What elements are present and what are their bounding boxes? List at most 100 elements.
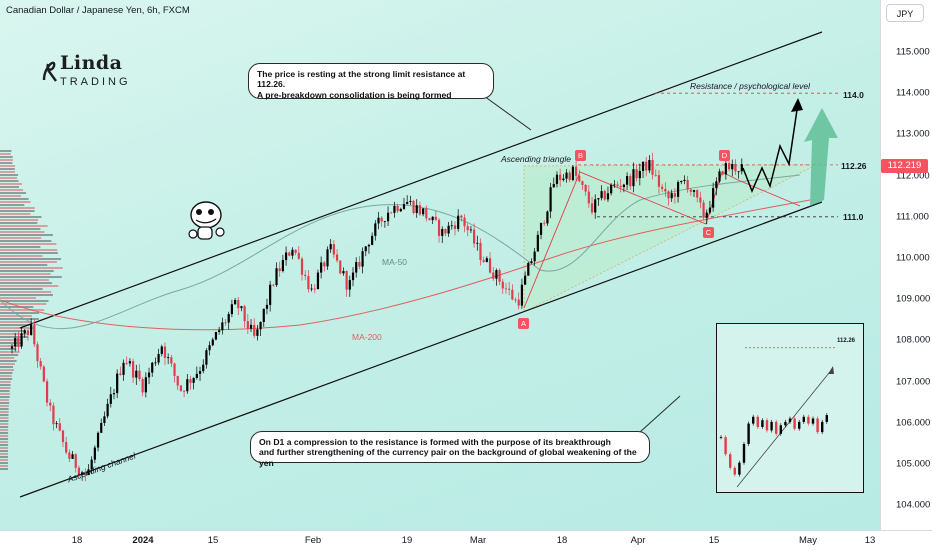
candle-body — [699, 197, 702, 203]
candle-body — [179, 385, 183, 391]
volume-bar — [0, 438, 9, 440]
candle-body — [10, 346, 14, 349]
candle-body — [246, 321, 249, 329]
candle-body — [619, 185, 622, 188]
candle-body — [479, 242, 482, 261]
candle-body — [265, 304, 269, 309]
volume-bar — [0, 153, 11, 155]
candle-body — [151, 362, 154, 373]
level-114-label: 114.0 — [843, 90, 864, 100]
candle-body — [278, 268, 281, 272]
candle-body — [163, 346, 167, 358]
point-d: D — [719, 150, 730, 161]
candle-body — [562, 178, 565, 181]
candle-body — [476, 242, 479, 244]
candle-body — [504, 288, 508, 290]
candle-body — [182, 390, 186, 392]
candle-body — [323, 262, 326, 267]
triangle-label: Ascending triangle — [501, 154, 571, 164]
candle-body — [119, 373, 122, 375]
projection-arrowhead — [791, 98, 803, 112]
volume-bar — [0, 444, 9, 446]
callout-tail-bottom — [639, 395, 681, 433]
candle-body — [214, 331, 218, 340]
volume-bar — [0, 387, 11, 389]
candle-body — [603, 190, 606, 200]
candle-body — [103, 416, 106, 424]
volume-bar — [0, 279, 49, 281]
volume-bar — [0, 231, 45, 233]
candle-body — [374, 223, 377, 236]
candle-body — [482, 260, 485, 262]
volume-bar — [0, 219, 39, 221]
chart-title: Canadian Dollar / Japanese Yen, 6h, FXCM — [6, 5, 190, 16]
time-axis[interactable] — [0, 530, 932, 551]
volume-bar — [0, 168, 15, 170]
candle-body — [460, 215, 463, 218]
candle-body — [135, 370, 138, 378]
candle-body — [230, 304, 233, 315]
candle-body — [275, 268, 278, 286]
x-tick-label: Mar — [469, 535, 487, 546]
candle-body — [661, 186, 664, 189]
candle-body — [431, 216, 434, 221]
candle-body — [718, 171, 721, 182]
candle-body — [218, 330, 221, 332]
chart-plot-area[interactable]: Canadian Dollar / Japanese Yen, 6h, FXCM… — [0, 0, 880, 530]
inset-d1-chart: 112.26 — [716, 323, 864, 493]
volume-bar — [0, 306, 34, 308]
volume-bar — [0, 285, 59, 287]
x-tick-label: 18 — [71, 535, 83, 546]
candle-body — [176, 375, 179, 386]
candle-body — [692, 190, 696, 192]
candle-body — [42, 366, 45, 382]
candle-body — [288, 252, 291, 256]
candle-body — [590, 203, 594, 213]
inset-candle-body — [811, 418, 815, 424]
price-axis[interactable] — [880, 0, 932, 530]
currency-button[interactable]: JPY — [886, 4, 924, 22]
candle-body — [434, 216, 437, 220]
volume-bar — [0, 189, 24, 191]
candle-body — [147, 372, 151, 378]
candle-body — [447, 225, 450, 234]
volume-bar — [0, 171, 15, 173]
candle-body — [342, 271, 345, 274]
candle-body — [367, 244, 371, 247]
candle-body — [316, 272, 320, 290]
inset-candle-body — [761, 420, 764, 427]
volume-bar — [0, 381, 11, 383]
candle-body — [351, 272, 355, 281]
candle-body — [198, 371, 202, 374]
volume-bar — [0, 195, 21, 197]
volume-bar — [0, 453, 8, 455]
inset-trend-line — [736, 367, 834, 488]
price-chart[interactable] — [0, 0, 880, 530]
x-tick-label: Feb — [304, 535, 322, 546]
candle-body — [492, 272, 495, 279]
x-tick-label: 15 — [207, 535, 219, 546]
candle-body — [30, 324, 33, 335]
volume-bar — [0, 183, 22, 185]
candle-body — [77, 467, 81, 475]
candle-body — [355, 262, 358, 273]
candle-body — [364, 246, 367, 252]
candle-body — [17, 337, 20, 347]
candle-body — [495, 270, 498, 279]
resistance-label: Resistance / psychological level — [690, 81, 811, 91]
candle-body — [543, 222, 546, 224]
candle-body — [600, 190, 603, 199]
candle-body — [610, 184, 613, 194]
candle-body — [463, 217, 466, 227]
volume-bar — [0, 186, 19, 188]
candle-body — [211, 339, 214, 346]
y-tick-label: 111.000 — [896, 211, 929, 223]
candle-body — [740, 164, 743, 172]
candle-body — [670, 193, 673, 199]
candle-body — [138, 370, 141, 379]
volume-bar — [0, 330, 26, 332]
projection-zigzag — [742, 102, 799, 193]
volume-bar — [0, 369, 14, 371]
y-tick-label: 109.000 — [896, 293, 931, 305]
candle-body — [524, 275, 527, 285]
